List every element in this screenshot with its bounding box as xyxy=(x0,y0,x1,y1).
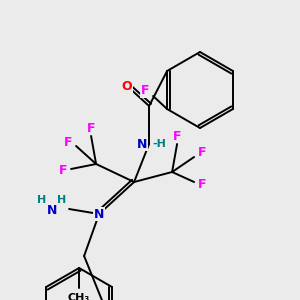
Text: CH₃: CH₃ xyxy=(68,293,90,300)
Text: F: F xyxy=(64,136,72,148)
Text: F: F xyxy=(173,130,181,142)
Text: N: N xyxy=(47,205,57,218)
Text: N: N xyxy=(137,137,147,151)
Text: O: O xyxy=(122,80,132,92)
Text: F: F xyxy=(87,122,95,134)
Text: F: F xyxy=(198,178,206,190)
Text: N: N xyxy=(94,208,104,220)
Text: F: F xyxy=(198,146,206,160)
Text: H: H xyxy=(38,195,47,205)
Text: F: F xyxy=(141,85,149,98)
Text: F: F xyxy=(59,164,67,176)
Text: -H: -H xyxy=(152,139,166,149)
Text: H: H xyxy=(58,195,67,205)
